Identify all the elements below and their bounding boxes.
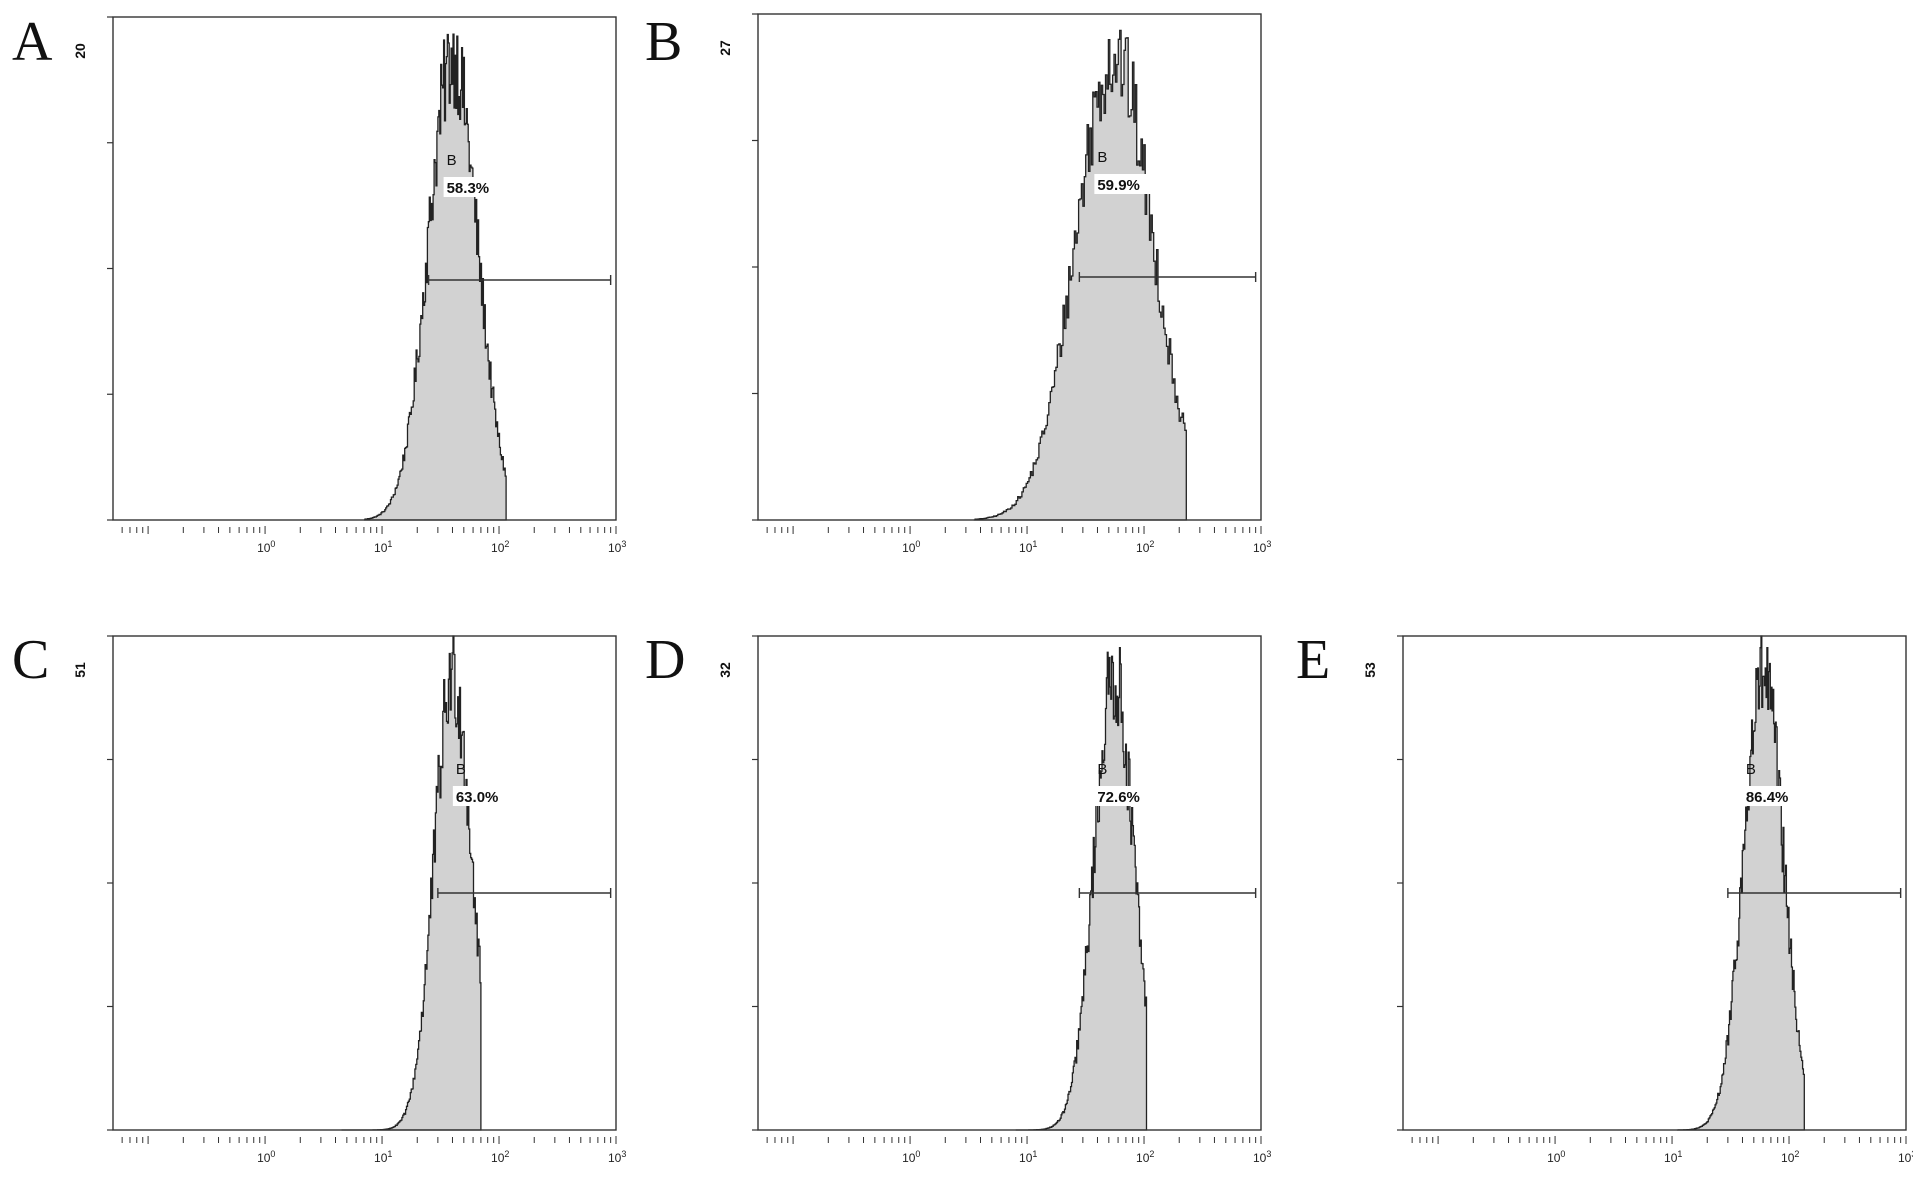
gate-name: B	[447, 152, 457, 169]
panel-label: E	[1296, 629, 1330, 691]
y-max-label: 51	[72, 662, 88, 678]
histogram-panel-e: E 53 100 101 102 103 B 86.4%	[1296, 629, 1913, 1165]
y-max-label: 32	[717, 662, 733, 678]
panel-label: D	[645, 629, 685, 691]
gate-percent: 58.3%	[447, 180, 490, 197]
gate-percent: 72.6%	[1097, 789, 1140, 806]
x-tick-label: 102	[491, 1149, 509, 1165]
panel-label: B	[645, 11, 682, 73]
panel-label: A	[12, 11, 53, 73]
panel-label: C	[12, 629, 49, 691]
x-tick-label: 100	[1547, 1149, 1565, 1165]
histogram-area	[1015, 647, 1148, 1131]
y-max-label: 20	[72, 43, 88, 59]
x-tick-label: 100	[257, 539, 275, 555]
plot-frame	[757, 635, 1262, 1131]
y-max-label: 53	[1362, 662, 1378, 678]
x-tick-label: 101	[1019, 1149, 1037, 1165]
gate-name: B	[1746, 761, 1756, 778]
histogram-panel-a: A 20 100 101 102 103 B 58.3%	[12, 11, 626, 555]
x-tick-label: 103	[608, 1149, 626, 1165]
x-tick-label: 100	[902, 1149, 920, 1165]
gate-label-background	[443, 177, 502, 197]
x-tick-label: 102	[491, 539, 509, 555]
gate-label-background	[1094, 174, 1153, 194]
gate-name: B	[1097, 149, 1107, 166]
x-tick-label: 101	[374, 1149, 392, 1165]
x-tick-label: 103	[608, 539, 626, 555]
x-tick-label: 103	[1253, 1149, 1271, 1165]
gate-name: B	[456, 761, 466, 778]
x-tick-label: 102	[1136, 1149, 1154, 1165]
gate-percent: 63.0%	[456, 789, 499, 806]
gate-percent: 59.9%	[1097, 177, 1140, 194]
gate-name: B	[1097, 761, 1107, 778]
histogram-panel-d: D 32 100 101 102 103 B 72.6%	[645, 629, 1271, 1165]
y-max-label: 27	[717, 40, 733, 56]
x-tick-label: 101	[1664, 1149, 1682, 1165]
x-tick-label: 103	[1898, 1149, 1913, 1165]
gate-label-background	[1094, 786, 1153, 806]
plot-frame	[1402, 635, 1907, 1131]
histogram-area	[341, 635, 482, 1131]
plot-frame	[112, 635, 617, 1131]
x-tick-label: 103	[1253, 539, 1271, 555]
plot-frame	[112, 16, 617, 521]
x-tick-label: 101	[1019, 539, 1037, 555]
gate-label-background	[1742, 786, 1801, 806]
histogram-panel-b: B 27 100 101 102 103 B 59.9%	[645, 11, 1271, 555]
x-tick-label: 100	[257, 1149, 275, 1165]
gate-percent: 86.4%	[1746, 789, 1789, 806]
gate-label-background	[452, 786, 511, 806]
x-tick-label: 102	[1136, 539, 1154, 555]
histogram-area	[363, 33, 507, 521]
x-tick-label: 102	[1781, 1149, 1799, 1165]
x-tick-label: 101	[374, 539, 392, 555]
x-tick-label: 100	[902, 539, 920, 555]
histogram-area	[1676, 635, 1805, 1131]
histogram-panel-c: C 51 100 101 102 103 B 63.0%	[12, 629, 626, 1165]
